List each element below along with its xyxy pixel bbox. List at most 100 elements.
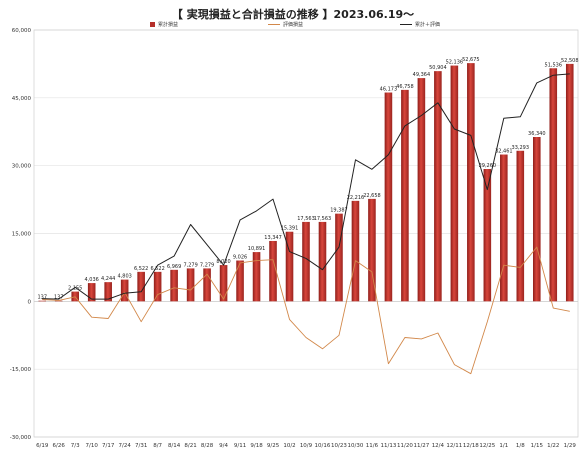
x-tick-label: 11/20 bbox=[397, 443, 413, 449]
bar-value-label: 13,347 bbox=[264, 235, 282, 241]
bar-value-label: 7,279 bbox=[183, 262, 197, 268]
x-tick-label: 10/23 bbox=[331, 443, 347, 449]
x-tick-label: 11/27 bbox=[413, 443, 429, 449]
bar-value-label: 46,173 bbox=[380, 87, 398, 93]
y-tick-label: 0 bbox=[28, 299, 32, 305]
bar bbox=[302, 221, 310, 302]
x-tick-label: 10/16 bbox=[315, 443, 331, 449]
bar-value-label: 15,391 bbox=[281, 226, 299, 232]
bar bbox=[368, 198, 376, 302]
bar-value-label: 51,536 bbox=[545, 62, 563, 68]
y-tick-label: -30,000 bbox=[10, 435, 32, 441]
y-tick-label: -15,000 bbox=[10, 367, 32, 373]
x-tick-label: 8/21 bbox=[184, 443, 196, 449]
bar bbox=[104, 282, 112, 302]
bar bbox=[450, 65, 459, 302]
bar bbox=[532, 136, 541, 302]
chart-legend: 累計損益 評価損益 累計＋評価 bbox=[0, 20, 586, 30]
bar-value-label: 29,260 bbox=[479, 163, 497, 169]
y-tick-label: 45,000 bbox=[12, 96, 32, 102]
bar bbox=[434, 71, 442, 302]
x-tick-label: 9/11 bbox=[234, 443, 246, 449]
x-tick-label: 7/10 bbox=[86, 443, 99, 449]
legend-label-bar: 累計損益 bbox=[158, 22, 179, 28]
x-tick-label: 10/2 bbox=[283, 443, 295, 449]
x-tick-label: 8/28 bbox=[201, 443, 214, 449]
bar-value-label: 8,020 bbox=[216, 259, 230, 265]
bar bbox=[483, 169, 492, 302]
x-tick-label: 7/3 bbox=[71, 443, 80, 449]
bar-value-label: 137 bbox=[54, 295, 64, 301]
bar bbox=[351, 200, 360, 302]
y-tick-label: 60,000 bbox=[12, 28, 32, 34]
bar bbox=[87, 283, 96, 302]
bar bbox=[401, 89, 409, 302]
bar-value-label: 22,216 bbox=[347, 195, 365, 201]
x-tick-label: 12/4 bbox=[432, 443, 445, 449]
bar-value-label: 17,563 bbox=[314, 216, 332, 222]
bar-value-label: 10,891 bbox=[248, 246, 266, 252]
bar-value-label: 49,364 bbox=[413, 72, 431, 78]
bar bbox=[186, 268, 195, 302]
x-tick-label: 10/9 bbox=[300, 443, 313, 449]
x-tick-label: 1/1 bbox=[499, 443, 508, 449]
x-tick-label: 8/7 bbox=[153, 443, 162, 449]
y-tick-label: 15,000 bbox=[12, 232, 32, 238]
x-tick-label: 11/13 bbox=[380, 443, 396, 449]
bar-value-label: 4,244 bbox=[101, 276, 115, 282]
bar bbox=[500, 154, 508, 302]
x-tick-label: 9/25 bbox=[267, 443, 280, 449]
x-tick-label: 7/17 bbox=[102, 443, 115, 449]
bar-value-label: 4,036 bbox=[85, 277, 99, 283]
x-tick-label: 7/24 bbox=[118, 443, 131, 449]
bar-value-label: 2,155 bbox=[68, 286, 82, 292]
x-tick-label: 6/19 bbox=[36, 443, 49, 449]
legend-swatch-total-line bbox=[400, 24, 412, 25]
bar bbox=[269, 240, 277, 302]
x-tick-label: 12/25 bbox=[479, 443, 495, 449]
bar-value-label: 52,675 bbox=[462, 57, 480, 63]
bar bbox=[203, 268, 211, 302]
bar-value-label: 4,803 bbox=[118, 274, 132, 280]
y-tick-label: 30,000 bbox=[12, 164, 32, 170]
bar bbox=[38, 300, 47, 302]
bar bbox=[137, 271, 145, 302]
x-tick-label: 10/30 bbox=[348, 443, 364, 449]
bar-value-label: 19,387 bbox=[330, 208, 348, 214]
bar bbox=[153, 271, 162, 302]
bar bbox=[120, 279, 129, 302]
bar bbox=[252, 252, 261, 302]
x-tick-label: 11/6 bbox=[366, 443, 379, 449]
legend-item-total-line: 累計＋評価 bbox=[400, 21, 440, 28]
x-tick-label: 1/15 bbox=[531, 443, 544, 449]
bar bbox=[285, 231, 294, 302]
x-tick-label: 9/18 bbox=[250, 443, 263, 449]
bar-value-label: 6,522 bbox=[134, 266, 148, 272]
legend-item-bar: 累計損益 bbox=[150, 21, 178, 28]
chart-title: 【 実現損益と合計損益の推移 】2023.06.19〜 bbox=[171, 8, 415, 21]
bar bbox=[549, 68, 558, 302]
legend-label-eval-line: 評価損益 bbox=[283, 22, 304, 28]
eval-line bbox=[42, 246, 570, 375]
bar-value-label: 6,969 bbox=[167, 264, 181, 270]
bar-value-label: 32,461 bbox=[495, 149, 513, 155]
x-tick-label: 1/22 bbox=[547, 443, 559, 449]
legend-swatch-bar bbox=[150, 22, 155, 27]
plot-frame bbox=[33, 29, 579, 438]
x-tick-label: 9/4 bbox=[219, 443, 228, 449]
bar bbox=[318, 221, 327, 302]
legend-item-eval-line: 評価損益 bbox=[268, 21, 303, 28]
x-tick-label: 7/31 bbox=[135, 443, 147, 449]
bar-value-label: 17,563 bbox=[297, 216, 315, 222]
bar bbox=[565, 63, 574, 302]
legend-label-total-line: 累計＋評価 bbox=[415, 22, 441, 28]
bar bbox=[516, 150, 525, 302]
x-tick-label: 12/18 bbox=[463, 443, 479, 449]
bar-value-label: 137 bbox=[37, 295, 47, 301]
bar-value-label: 50,904 bbox=[429, 65, 447, 71]
bar-value-label: 22,658 bbox=[363, 193, 381, 199]
bar-value-label: 33,293 bbox=[512, 145, 530, 151]
bar bbox=[417, 78, 426, 302]
